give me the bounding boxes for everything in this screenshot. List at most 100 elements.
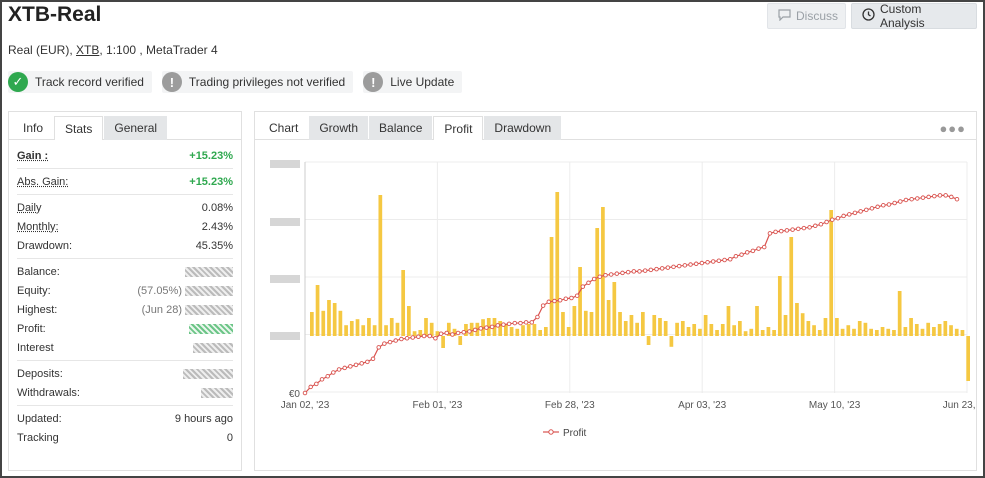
tab-general[interactable]: General (104, 116, 168, 140)
profit-bar (686, 327, 691, 336)
stat-abs-gain: Abs. Gain: +15.23% (17, 172, 233, 191)
profit-point (501, 322, 506, 327)
profit-bar (612, 282, 617, 336)
profit-point (818, 222, 824, 227)
profit-bar (349, 321, 354, 336)
profit-bar (635, 322, 639, 336)
profit-bar (504, 324, 508, 336)
profit-point (722, 257, 727, 263)
profit-point (847, 212, 852, 217)
profit-point (444, 330, 449, 336)
profit-point (903, 197, 909, 203)
badge-track-record[interactable]: ✓ Track record verified (8, 71, 152, 93)
profit-bar (623, 321, 628, 336)
profit-bar (446, 322, 451, 336)
abs-gain-label[interactable]: Abs. Gain: (17, 175, 69, 188)
x-tick-label: Feb 28, '23 (545, 400, 595, 411)
badge-label: Track record verified (35, 75, 144, 89)
monthly-label[interactable]: Monthly: (17, 220, 59, 233)
profit-bar (601, 207, 605, 336)
tab-drawdown[interactable]: Drawdown (484, 116, 562, 140)
profit-point (552, 298, 557, 304)
profit-bar (874, 330, 879, 336)
divider (17, 194, 233, 195)
profit-label: Profit: (17, 322, 46, 335)
profit-bar (806, 321, 811, 336)
profit-bar (772, 330, 776, 336)
profit-bar (937, 324, 942, 336)
broker-link[interactable]: XTB (76, 43, 100, 57)
verification-badges: ✓ Track record verified ! Trading privil… (8, 71, 463, 93)
profit-point (365, 359, 370, 365)
profit-bar (389, 318, 394, 336)
profit-bar (680, 321, 685, 336)
daily-label[interactable]: Daily (17, 201, 42, 214)
stats-tabs: Info Stats General (9, 112, 241, 140)
profit-point (932, 193, 937, 199)
profit-point (824, 219, 829, 225)
gain-value: +15.23% (189, 149, 233, 162)
comment-icon (778, 8, 791, 24)
tab-chart[interactable]: Chart (269, 121, 299, 135)
profit-point (852, 210, 858, 216)
profit-point (710, 259, 716, 264)
gain-label[interactable]: Gain : (17, 149, 49, 162)
profit-point (756, 246, 761, 251)
badge-trading-privileges[interactable]: ! Trading privileges not verified (161, 71, 354, 93)
profit-point (620, 270, 625, 276)
chart-tabs: Chart Growth Balance Profit Drawdown (255, 112, 976, 140)
profit-point (331, 370, 336, 375)
exclamation-icon: ! (161, 72, 182, 92)
profit-bar (361, 325, 366, 336)
profit-bar (595, 228, 600, 336)
hidden-value (183, 368, 233, 379)
profit-point (778, 228, 784, 234)
badge-live-update[interactable]: ! Live Update (363, 71, 463, 93)
profit-bar (618, 312, 622, 336)
account-details: , 1:100 , MetaTrader 4 (99, 43, 218, 57)
profit-bar (755, 306, 759, 336)
custom-analysis-button[interactable]: Custom Analysis (851, 2, 977, 30)
discuss-label: Discuss (796, 9, 839, 23)
profit-point (404, 336, 410, 341)
profit-point (648, 267, 654, 273)
profit-point (393, 338, 398, 343)
profit-point (807, 225, 812, 230)
tab-profit[interactable]: Profit (433, 116, 484, 140)
stat-profit: Profit: (17, 319, 233, 338)
profit-point (535, 314, 540, 320)
profit-point (642, 268, 648, 273)
tab-balance[interactable]: Balance (369, 116, 433, 140)
profit-bar (743, 331, 748, 336)
exclamation-icon: ! (363, 72, 384, 92)
profit-bar (384, 325, 388, 336)
tab-stats[interactable]: Stats (54, 116, 104, 140)
discuss-button[interactable]: Discuss (767, 3, 846, 29)
profit-bar (401, 270, 406, 336)
tab-growth[interactable]: Growth (309, 116, 369, 140)
profit-point (631, 269, 637, 274)
profit-bar (566, 327, 571, 336)
profit-point (954, 196, 960, 202)
profit-point (716, 258, 722, 264)
profit-point (801, 225, 807, 231)
stats-list: Gain : +15.23% Abs. Gain: +15.23% Daily … (9, 146, 241, 447)
profit-point (886, 202, 892, 207)
profit-bar (863, 322, 868, 336)
profit-bar (914, 324, 919, 336)
profit-bar (407, 306, 411, 336)
profit-bar (949, 325, 953, 336)
more-options-icon[interactable]: ●●● (939, 121, 966, 136)
profit-point (529, 320, 535, 325)
profit-bar (321, 310, 326, 336)
profit-bar (652, 315, 657, 336)
hidden-axis-value (270, 160, 300, 168)
profit-bar (418, 330, 423, 336)
profit-bar (795, 303, 799, 336)
stat-daily: Daily 0.08% (17, 198, 233, 217)
profit-point (949, 194, 954, 200)
tab-info[interactable]: Info (23, 121, 44, 135)
divider (17, 258, 233, 259)
profit-point (926, 194, 931, 200)
clock-icon (862, 8, 875, 24)
